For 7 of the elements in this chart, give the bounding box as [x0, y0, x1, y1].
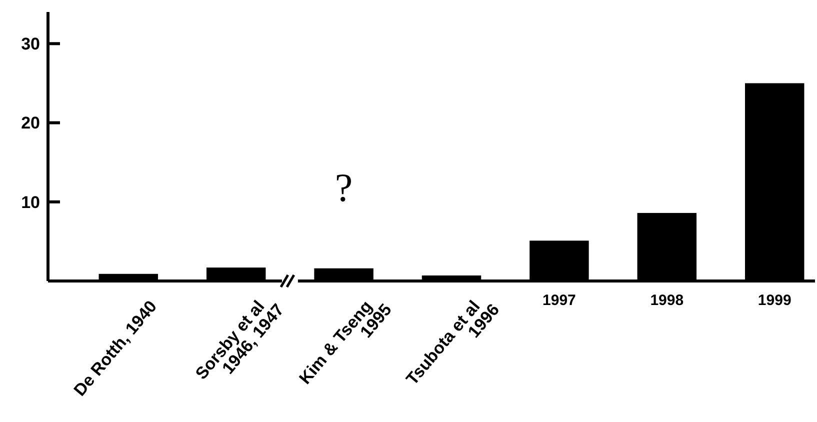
y-tick-label: 10 [21, 192, 40, 212]
x-tick-label: 1998 [650, 292, 684, 309]
x-tick-label: 1997 [542, 292, 576, 309]
y-tick-label: 20 [21, 114, 40, 133]
y-tick-label: 30 [21, 34, 40, 54]
x-tick-label: 1999 [758, 292, 792, 309]
annotation: ? [334, 165, 353, 210]
